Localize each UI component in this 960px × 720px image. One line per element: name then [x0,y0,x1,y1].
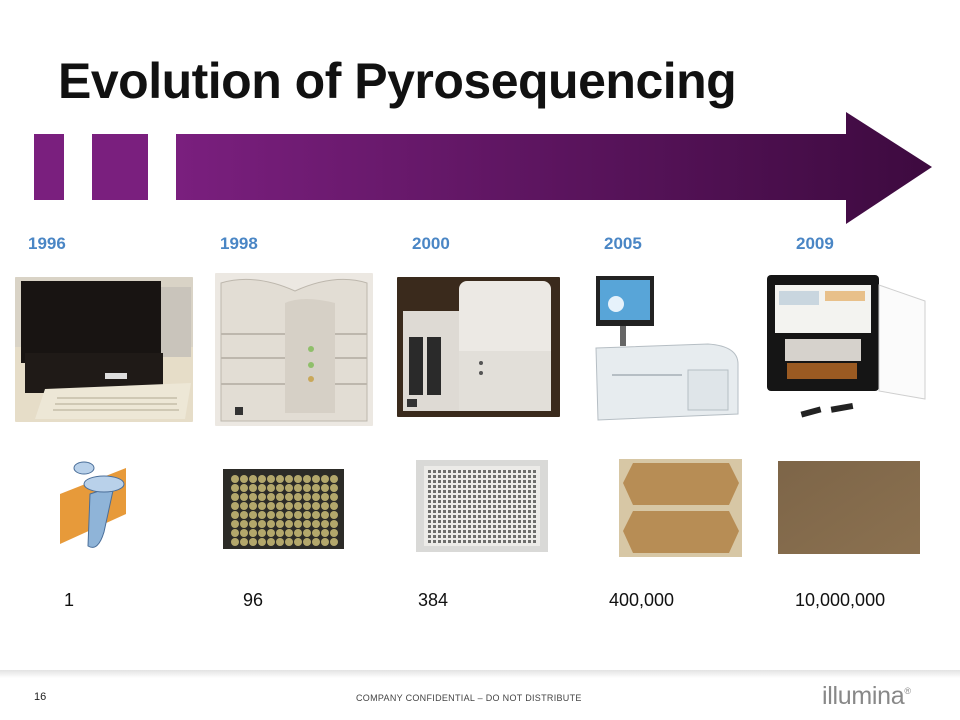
year-2009: 2009 [796,234,834,253]
instrument-image-2005 [592,274,741,422]
consumable-image-2000 [416,460,548,552]
instrument-image-1996 [15,277,193,422]
count-1996: 1 [64,590,75,610]
timeline-dash-2 [92,134,148,200]
year-1998: 1998 [220,234,258,253]
page-number: 16 [34,691,47,703]
count-2000: 384 [418,590,449,610]
footer-divider [0,670,960,678]
year-2005: 2005 [604,234,642,253]
timeline-arrow-body [176,112,932,224]
slide-title: Evolution of Pyrosequencing [58,53,737,109]
illumina-logo: illumina® [822,682,911,711]
instrument-image-2000 [397,277,560,417]
consumable-image-2009 [778,461,920,554]
count-2005: 400,000 [609,590,675,610]
year-2000: 2000 [412,234,450,253]
instrument-image-2009 [765,271,928,428]
consumable-image-1998 [223,469,344,549]
count-2009: 10,000,000 [795,590,886,610]
confidential-notice: COMPANY CONFIDENTIAL – DO NOT DISTRIBUTE [356,693,582,703]
instrument-image-1998 [215,273,373,426]
consumable-image-2005 [619,459,742,557]
year-1996: 1996 [28,234,66,253]
count-1998: 96 [243,590,264,610]
logo-registered-mark: ® [904,686,911,696]
logo-text: illumina [822,682,905,710]
timeline-arrow [34,112,932,224]
timeline-dash-1 [34,134,64,200]
consumable-image-1996 [60,454,126,554]
